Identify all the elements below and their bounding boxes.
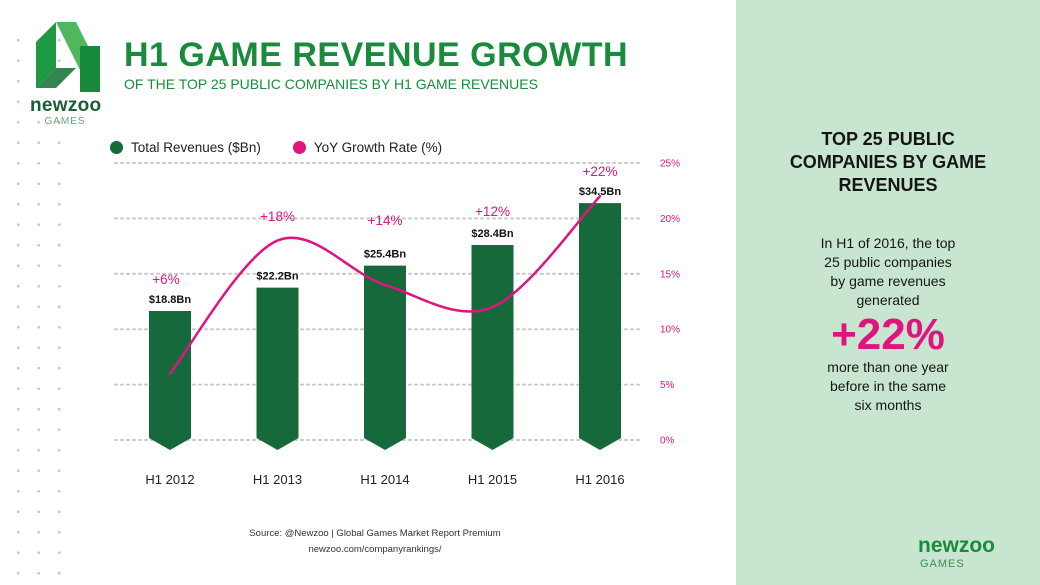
x-tick-label: H1 2015 [468,472,517,487]
bar [471,245,514,450]
panel-title-line: TOP 25 PUBLIC [821,129,955,149]
x-tick-label: H1 2014 [360,472,409,487]
growth-value-label: +22% [583,164,618,179]
panel-after-line: more than one year [827,359,949,375]
growth-line [168,194,602,375]
panel-title-line: COMPANIES BY GAME [789,152,987,172]
logo-wordmark: newzoo [30,95,102,116]
bar [364,265,406,450]
newzoo-logo-icon [36,22,100,92]
source-url: newzoo.com/companyrankings/ [308,544,442,555]
panel-body-line: In H1 of 2016, the top [820,235,956,251]
y2-tick-label: 15% [660,269,680,280]
revenue-growth-chart: 0% 5% 10% 15% 20% 25% $18.8Bn H1 2012 $22.2Bn H1 … [114,159,680,487]
page-title: H1 GAME REVENUE GROWTH [124,36,629,74]
panel-title-line: REVENUES [838,175,938,195]
footer-brand-wordmark: newzoo [918,534,995,557]
x-tick-label: H1 2016 [575,472,624,487]
y2-tick-label: 0% [660,436,675,447]
panel-body-line: by game revenues [830,273,946,289]
legend-label-growth: YoY Growth Rate (%) [313,140,443,155]
bar-value-label: $25.4Bn [364,249,406,261]
panel-title: TOP 25 PUBLIC COMPANIES BY GAME REVENUES [736,128,1040,197]
panel-big-value: +22% [831,310,945,359]
dot-pattern [8,30,68,580]
growth-value-label: +12% [475,204,510,219]
bar [256,287,299,450]
bar-value-label: $34.5Bn [579,186,621,198]
legend-item-growth: YoY Growth Rate (%) [292,140,443,155]
panel-body-line: generated [856,292,920,308]
growth-value-label: +14% [368,213,403,228]
legend-label-revenues: Total Revenues ($Bn) [131,140,261,155]
bar-value-label: $22.2Bn [256,271,298,283]
legend-item-revenues: Total Revenues ($Bn) [110,140,261,155]
panel-after-line: before in the same [830,378,946,394]
y2-tick-label: 10% [660,325,680,336]
source-line: Source: @Newzoo | Global Games Market Re… [249,528,501,539]
bar [579,203,621,450]
page-subtitle: OF THE TOP 25 PUBLIC COMPANIES BY H1 GAM… [124,76,538,92]
growth-value-label: +18% [260,209,295,224]
summary-panel: TOP 25 PUBLIC COMPANIES BY GAME REVENUES… [736,0,1040,585]
bar [149,310,191,450]
y2-tick-label: 25% [660,159,680,170]
y2-tick-label: 5% [660,380,675,391]
panel-after-line: six months [854,397,922,413]
logo-subtitle: GAMES [44,116,86,127]
footer-brand-subtitle: GAMES [920,558,965,570]
legend-swatch-revenues [110,141,123,154]
chart-legend: Total Revenues ($Bn) YoY Growth Rate (%) [110,140,474,155]
y2-tick-label: 20% [660,214,680,225]
growth-value-label: +6% [152,272,179,287]
bar-value-label: $28.4Bn [471,228,513,240]
panel-body-line: 25 public companies [824,254,952,270]
panel-after: more than one year before in the same si… [798,358,978,415]
panel-body: In H1 of 2016, the top 25 public compani… [798,234,978,310]
bar-value-label: $18.8Bn [149,294,191,306]
x-tick-label: H1 2012 [145,472,194,487]
x-tick-label: H1 2013 [253,472,302,487]
legend-swatch-growth [292,141,306,154]
